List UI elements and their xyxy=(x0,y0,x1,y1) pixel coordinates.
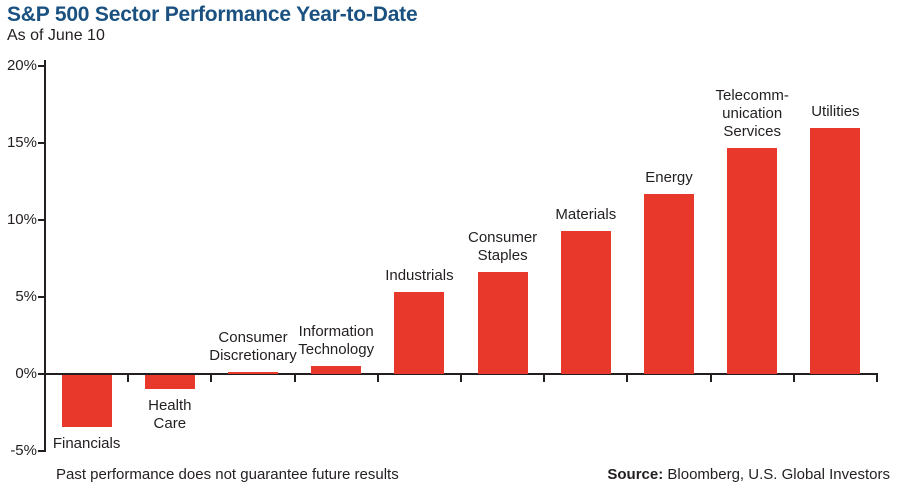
bar-telecommunication-services xyxy=(727,147,778,374)
bar-label-utilities: Utilities xyxy=(811,102,860,120)
plot-area: 20% 15% 10% 5% 0% -5% Financials Health Care Con… xyxy=(0,55,900,460)
y-axis-tick xyxy=(38,65,45,67)
x-axis-tick xyxy=(210,375,213,382)
source-label: Source: xyxy=(607,466,664,483)
y-axis-tick xyxy=(38,142,45,144)
x-axis-tick xyxy=(127,375,130,382)
x-axis-tick xyxy=(293,375,296,382)
bar-consumer-discretionary xyxy=(228,372,278,374)
bar-label-health-care: Health Care xyxy=(148,396,192,432)
bar-financials xyxy=(61,375,112,428)
source-text: Source: Bloomberg, U.S. Global Investors xyxy=(607,466,890,483)
y-axis-line xyxy=(44,60,46,452)
source-value: Bloomberg, U.S. Global Investors xyxy=(667,466,890,483)
x-axis-tick xyxy=(876,375,878,382)
bar-label-financials: Financials xyxy=(52,435,121,453)
x-axis-tick xyxy=(709,375,712,382)
x-axis-tick xyxy=(44,375,46,382)
x-axis-tick xyxy=(543,375,546,382)
y-tick-label: 20% xyxy=(6,57,37,74)
bar-label-industrials: Industrials xyxy=(385,267,454,285)
bar-label-materials: Materials xyxy=(555,205,617,223)
x-axis-tick xyxy=(460,375,462,382)
bar-energy xyxy=(644,193,694,374)
bar-materials xyxy=(560,230,611,374)
y-axis-tick xyxy=(38,450,45,452)
y-axis-tick xyxy=(38,296,45,298)
x-axis-tick xyxy=(376,375,379,382)
zero-baseline xyxy=(44,373,878,375)
bar-label-consumer-discretionary: Consumer Discretionary xyxy=(209,329,297,365)
bar-consumer-staples xyxy=(477,272,528,374)
disclaimer-text: Past performance does not guarantee futu… xyxy=(56,466,399,483)
bar-label-telecommunication-services: Telecomm- unication Services xyxy=(715,86,789,140)
y-tick-label: 0% xyxy=(15,365,37,382)
bar-label-consumer-staples: Consumer Staples xyxy=(467,229,538,265)
bar-utilities xyxy=(810,127,861,374)
bar-industrials xyxy=(394,292,445,374)
bar-label-information-technology: Information Technology xyxy=(298,323,375,359)
x-axis-tick xyxy=(792,375,795,382)
x-axis-tick xyxy=(626,375,629,382)
chart-subtitle: As of June 10 xyxy=(7,27,105,44)
y-tick-label: 15% xyxy=(6,134,37,151)
bar-label-energy: Energy xyxy=(645,168,693,186)
y-tick-label: 10% xyxy=(6,211,37,228)
bar-information-technology xyxy=(311,366,362,374)
y-axis-tick xyxy=(38,219,45,221)
y-tick-label: -5% xyxy=(10,442,37,459)
y-tick-label: 5% xyxy=(15,288,37,305)
bar-health-care xyxy=(144,375,195,389)
chart-title: S&P 500 Sector Performance Year-to-Date xyxy=(7,3,418,26)
y-axis-tick xyxy=(38,373,45,375)
